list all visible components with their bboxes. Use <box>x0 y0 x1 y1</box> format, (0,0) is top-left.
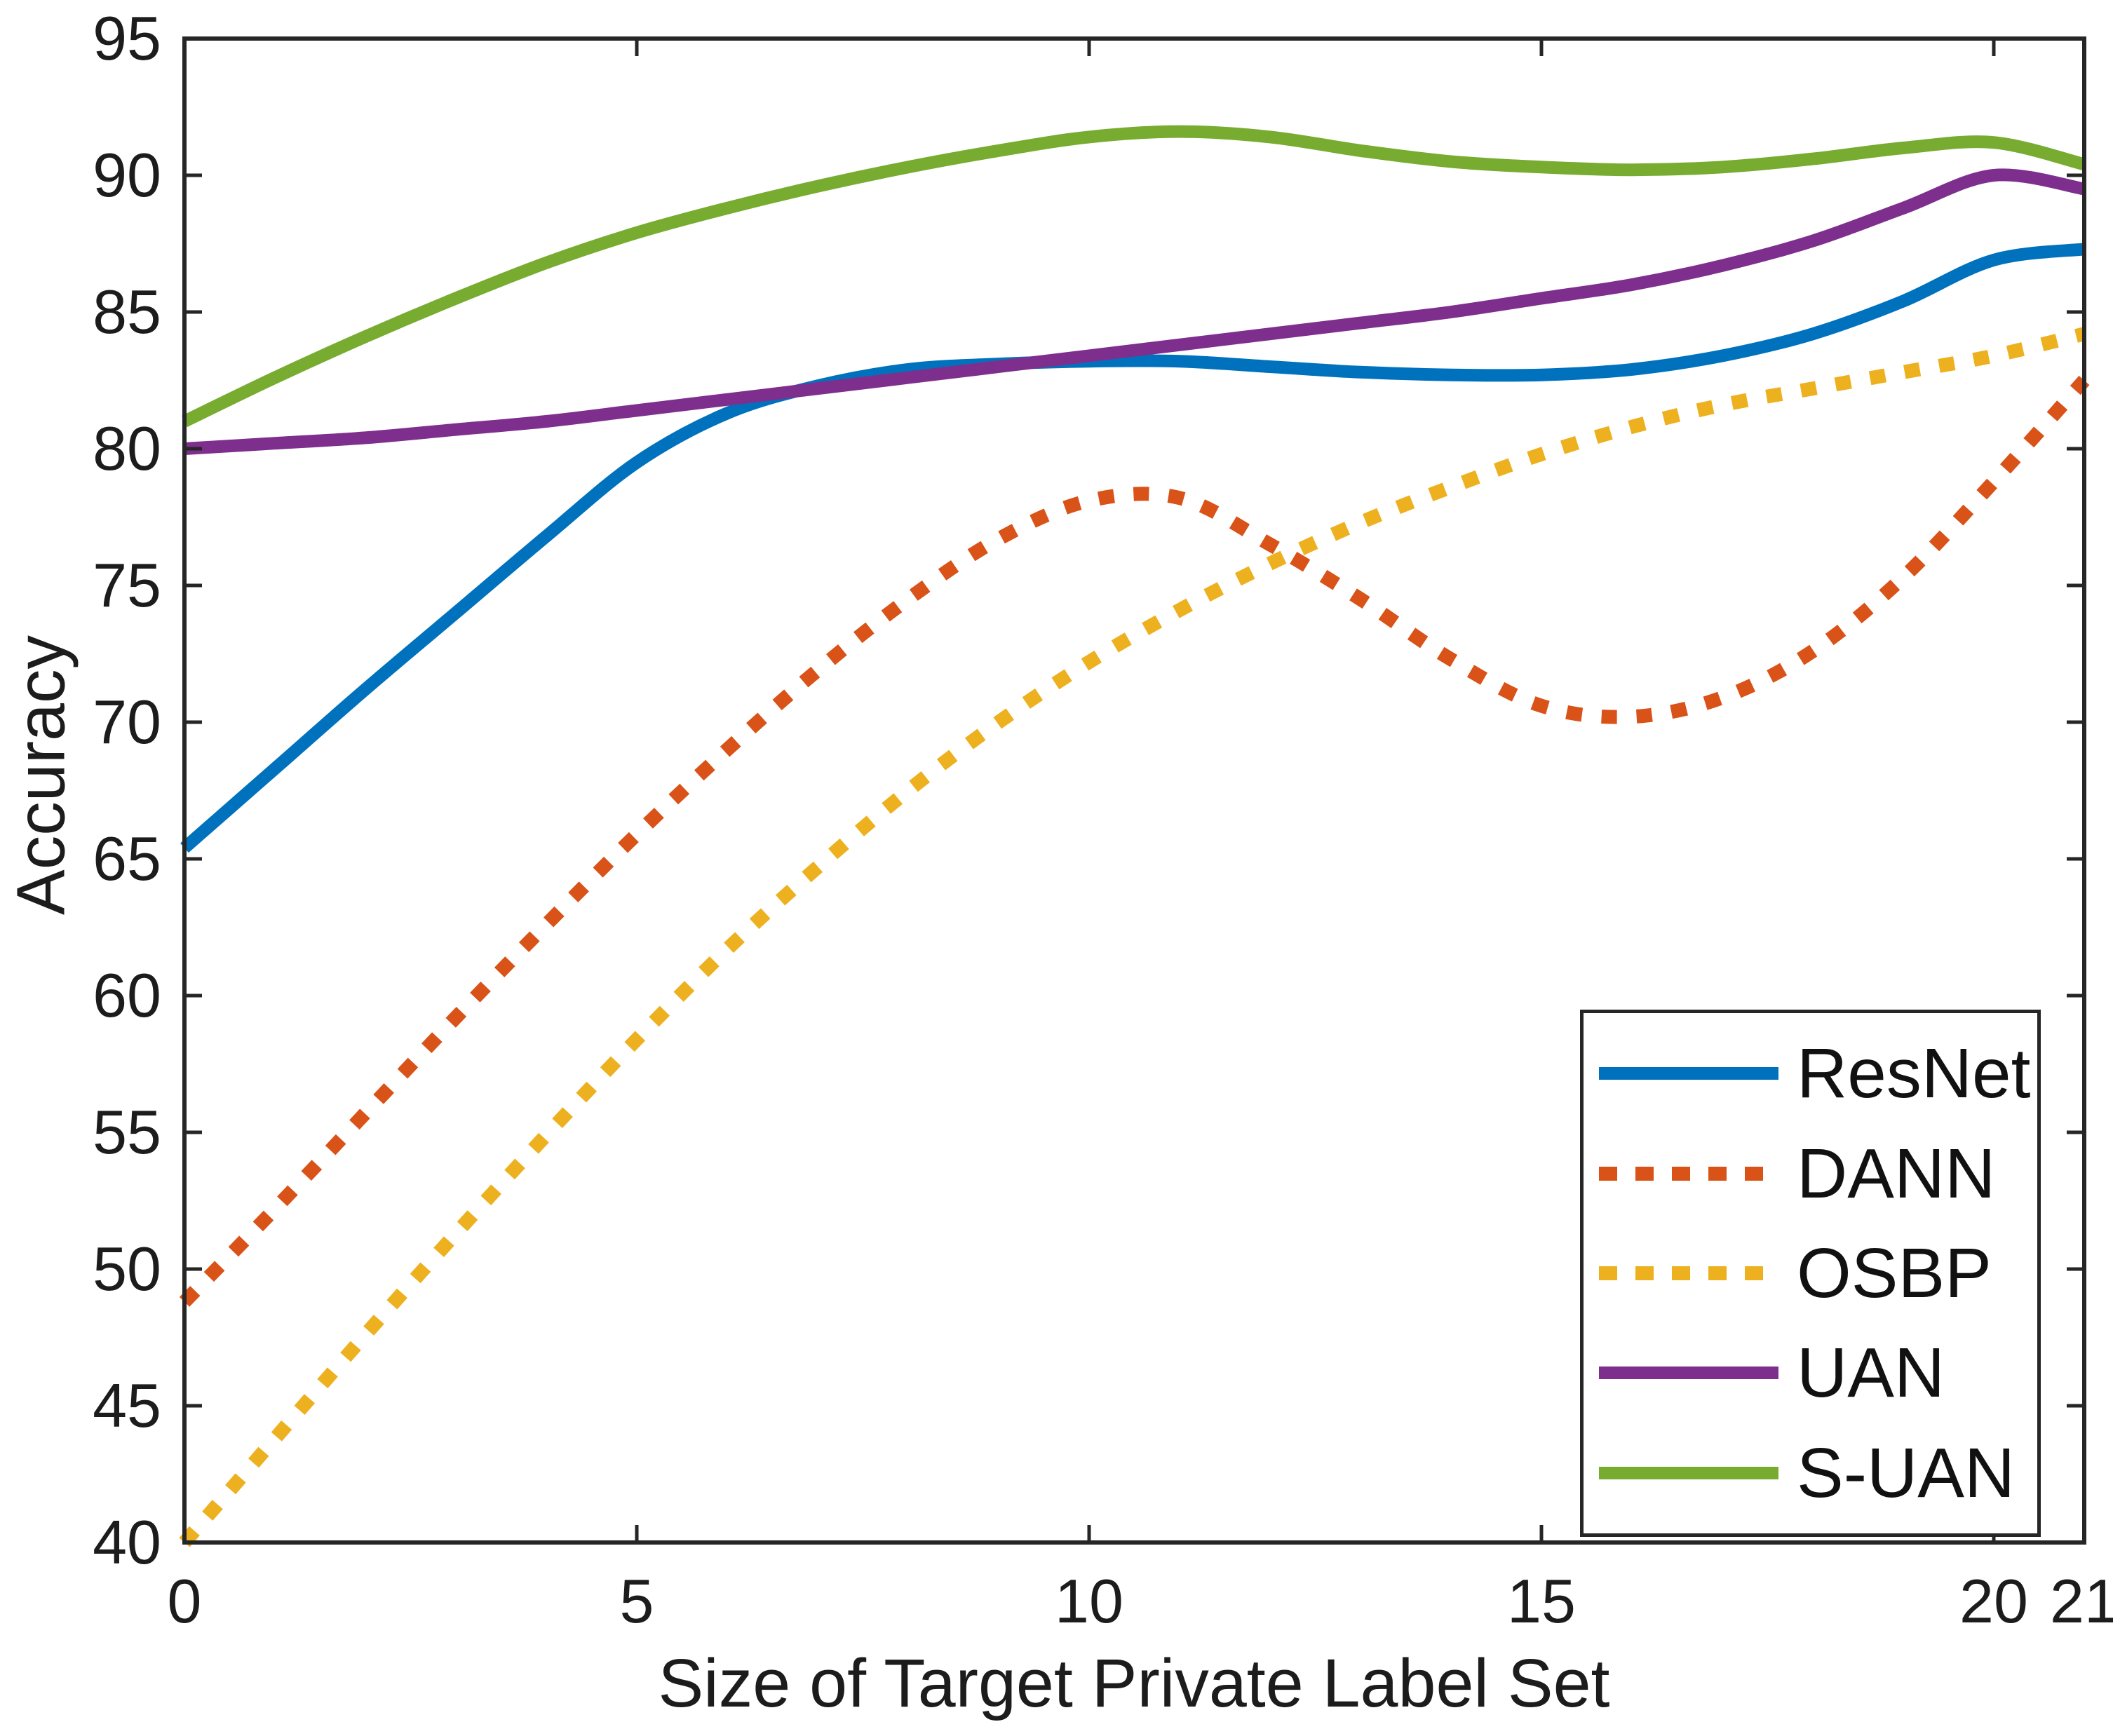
series-line-resnet <box>180 243 2086 853</box>
plot-frame <box>182 36 2086 1545</box>
legend-sample-line-suan <box>1599 1466 1778 1479</box>
legend-label-dann: DANN <box>1797 1134 1996 1213</box>
series-line-uan <box>184 168 2086 455</box>
legend-label-uan: UAN <box>1797 1334 1945 1413</box>
series-line-dann <box>179 375 2090 1307</box>
x-tick-label: 10 <box>1055 1566 1123 1636</box>
legend-sample-line-uan <box>1599 1367 1778 1380</box>
series-line-osbp <box>179 327 2086 1547</box>
y-tick-label: 65 <box>93 824 161 893</box>
legend-item-uan: UAN <box>1584 1327 2037 1419</box>
y-tick-label: 90 <box>93 140 161 210</box>
y-tick-label: 85 <box>93 277 161 346</box>
x-tick-label: 5 <box>619 1566 654 1636</box>
x-axis-title: Size of Target Private Label Set <box>658 1645 1610 1721</box>
series-group <box>179 125 2090 1547</box>
x-tick-label: 0 <box>167 1566 202 1636</box>
x-tick-label: 20 <box>1959 1566 2028 1636</box>
legend-label-resnet: ResNet <box>1797 1034 2031 1113</box>
y-tick-label: 40 <box>93 1507 161 1577</box>
legend-label-suan: S-UAN <box>1797 1433 2016 1512</box>
y-tick-label: 95 <box>93 4 161 73</box>
y-tick-label: 80 <box>93 414 161 483</box>
legend-label-osbp: OSBP <box>1797 1233 1992 1313</box>
y-tick-label: 75 <box>93 550 161 620</box>
x-tick-label: 21 <box>2050 1566 2113 1636</box>
legend-item-suan: S-UAN <box>1584 1427 2037 1519</box>
y-tick-label: 50 <box>93 1234 161 1303</box>
legend-sample-line-osbp <box>1599 1266 1778 1280</box>
legend-item-osbp: OSBP <box>1584 1227 2037 1320</box>
x-tick-label: 15 <box>1507 1566 1576 1636</box>
legend-sample-line-resnet <box>1599 1067 1778 1080</box>
y-tick-label: 60 <box>93 961 161 1030</box>
legend-sample-line-dann <box>1599 1166 1778 1181</box>
legend-item-dann: DANN <box>1584 1127 2037 1220</box>
y-axis-title: Accuracy <box>2 635 79 915</box>
y-tick-label: 55 <box>93 1097 161 1167</box>
y-tick-label: 45 <box>93 1371 161 1440</box>
series-line-s-uan <box>182 125 2086 428</box>
y-tick-label: 70 <box>93 687 161 757</box>
legend: ResNet DANN OSBP UAN S-UAN <box>1580 1010 2041 1537</box>
legend-item-resnet: ResNet <box>1584 1027 2037 1120</box>
